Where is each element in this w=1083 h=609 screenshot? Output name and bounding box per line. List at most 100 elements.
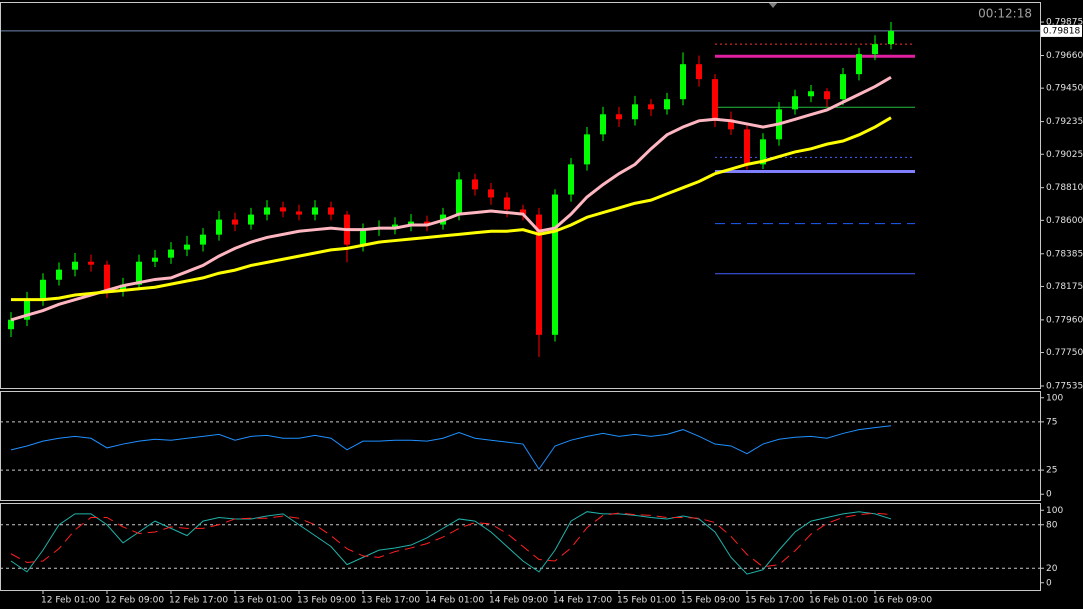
x-tick-label: 15 Feb 17:00 (745, 596, 804, 606)
indicator-line (10, 512, 892, 568)
y-tick-label: 0.79235 (1046, 117, 1083, 127)
candle-body (568, 164, 574, 195)
x-tick-label: 15 Feb 01:00 (617, 596, 676, 606)
y-tick-label: 100 (1046, 506, 1063, 516)
plot-area (1, 511, 1040, 575)
y-tick-label: 0.78600 (1046, 216, 1083, 226)
candle-body (792, 96, 798, 110)
candle-body (200, 234, 206, 245)
candle-body (216, 219, 222, 235)
plot-area (1, 22, 1040, 357)
x-tick-label: 16 Feb 09:00 (873, 596, 932, 606)
candle-body (104, 264, 110, 290)
y-tick-label: 0.79450 (1046, 84, 1083, 94)
candle-body (504, 197, 510, 210)
candle-body (264, 207, 270, 215)
y-tick-label: 100 (1046, 393, 1063, 403)
y-tick-label: 75 (1046, 417, 1057, 427)
indicator-line (10, 511, 892, 575)
candle-body (456, 179, 462, 215)
y-tick-label: 0.77535 (1046, 381, 1083, 391)
candle-body (728, 119, 734, 130)
candle-body (712, 79, 718, 120)
candle-body (424, 221, 430, 225)
candle-body (744, 129, 750, 165)
x-tick-label: 13 Feb 01:00 (233, 596, 292, 606)
candle-body (760, 139, 766, 165)
last-price-box (1041, 24, 1082, 37)
candle-body (24, 299, 30, 320)
indicator-line (10, 425, 892, 471)
candle-body (632, 104, 638, 120)
candle-body (824, 91, 830, 100)
x-tick-label: 14 Feb 01:00 (425, 596, 484, 606)
x-tick-label: 15 Feb 09:00 (681, 596, 740, 606)
bar-timer: 00:12:18 (978, 7, 1032, 21)
candle-body (8, 319, 14, 330)
candle-body (552, 194, 558, 335)
candle-body (840, 74, 846, 100)
candle-body (88, 261, 94, 265)
panel-frame (0, 2, 1041, 389)
y-tick-label: 0.77750 (1046, 348, 1083, 358)
y-tick-label: 25 (1046, 466, 1057, 476)
candle-body (248, 214, 254, 225)
candle-body (664, 99, 670, 110)
x-tick-label: 12 Feb 01:00 (41, 596, 100, 606)
candle-body (408, 221, 414, 225)
candle-body (312, 207, 318, 215)
panel-frame (0, 503, 1041, 591)
candle-body (40, 279, 46, 300)
shift-marker (768, 2, 778, 8)
x-tick-label: 13 Feb 09:00 (297, 596, 356, 606)
y-tick-label: 0 (1046, 578, 1052, 588)
x-tick-label: 14 Feb 17:00 (553, 596, 612, 606)
candle-body (392, 224, 398, 228)
candle-body (168, 249, 174, 258)
candle-body (56, 269, 62, 280)
candle-body (872, 44, 878, 55)
y-tick-label: 0.78175 (1046, 282, 1083, 292)
y-tick-label: 0.78810 (1046, 183, 1083, 193)
moving-average (10, 75, 892, 322)
candle-body (136, 261, 142, 285)
candle-body (152, 257, 158, 262)
candle-body (808, 91, 814, 97)
candle-body (488, 189, 494, 198)
candle-body (536, 214, 542, 335)
y-tick-label: 0.79875 (1046, 18, 1083, 28)
candle-body (696, 64, 702, 80)
x-tick-label: 16 Feb 01:00 (809, 596, 868, 606)
candle-body (680, 64, 686, 100)
x-tick-label: 14 Feb 09:00 (489, 596, 548, 606)
candle-body (600, 114, 606, 135)
candle-body (648, 104, 654, 110)
candle-body (472, 179, 478, 190)
candle-body (520, 209, 526, 215)
candle-body (584, 134, 590, 165)
candle-body (184, 244, 190, 250)
y-tick-label: 0.79025 (1046, 150, 1083, 160)
moving-average (11, 116, 892, 302)
candle-body (888, 30, 894, 45)
candle-body (232, 219, 238, 225)
y-tick-label: 20 (1046, 564, 1058, 574)
panel-frame (0, 391, 1041, 501)
x-tick-label: 12 Feb 09:00 (105, 596, 164, 606)
candle-body (72, 261, 78, 270)
x-tick-label: 12 Feb 17:00 (169, 596, 228, 606)
x-tick-label: 13 Feb 17:00 (361, 596, 420, 606)
y-tick-label: 0.78385 (1046, 249, 1083, 259)
candle-body (328, 207, 334, 215)
y-tick-label: 0.79660 (1046, 51, 1083, 61)
candle-body (856, 54, 862, 75)
candle-body (296, 211, 302, 215)
candle-body (616, 114, 622, 120)
plot-area (1, 421, 1040, 471)
candle-body (280, 207, 286, 212)
y-tick-label: 80 (1046, 520, 1058, 530)
candle-body (360, 229, 366, 245)
last-price-label: 0.79818 (1043, 26, 1080, 36)
